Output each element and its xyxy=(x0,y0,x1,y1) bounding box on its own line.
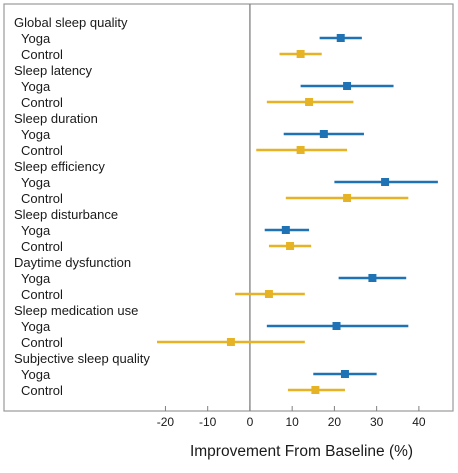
point-estimate-marker xyxy=(336,34,345,42)
point-estimate-marker xyxy=(226,338,235,346)
category-label: Subjective sleep quality xyxy=(14,351,150,366)
row-label: Control xyxy=(21,239,63,254)
row-label: Control xyxy=(21,143,63,158)
point-estimate-marker xyxy=(305,98,314,106)
point-estimate-marker xyxy=(264,290,273,298)
x-tick-label: 30 xyxy=(370,415,384,429)
category-label: Sleep efficiency xyxy=(14,159,105,174)
point-estimate-marker xyxy=(381,178,390,186)
row-label: Yoga xyxy=(21,79,51,94)
row-label: Yoga xyxy=(21,127,51,142)
row-label: Control xyxy=(21,47,63,62)
category-label: Global sleep quality xyxy=(14,15,128,30)
row-label: Control xyxy=(21,287,63,302)
point-estimate-marker xyxy=(368,274,377,282)
x-tick-label: 20 xyxy=(328,415,342,429)
point-estimate-marker xyxy=(319,130,328,138)
category-label: Daytime dysfunction xyxy=(14,255,131,270)
row-label: Yoga xyxy=(21,175,51,190)
x-tick-label: 0 xyxy=(247,415,254,429)
row-label: Yoga xyxy=(21,271,51,286)
point-estimate-marker xyxy=(296,50,305,58)
point-estimate-marker xyxy=(332,322,341,330)
category-label: Sleep disturbance xyxy=(14,207,118,222)
point-estimate-marker xyxy=(343,82,352,90)
row-label: Control xyxy=(21,191,63,206)
point-estimate-marker xyxy=(343,194,352,202)
x-tick-label: -20 xyxy=(157,415,175,429)
category-label: Sleep duration xyxy=(14,111,98,126)
x-axis: -20 -10 0 10 20 30 40 xyxy=(157,406,426,429)
row-label: Control xyxy=(21,95,63,110)
point-estimate-marker xyxy=(296,146,305,154)
row-label: Yoga xyxy=(21,367,51,382)
x-tick-label: 10 xyxy=(285,415,299,429)
plot-frame xyxy=(3,3,454,412)
point-estimate-marker xyxy=(311,386,320,394)
point-estimate-marker xyxy=(281,226,290,234)
x-axis-label: Improvement From Baseline (%) xyxy=(190,443,413,460)
point-estimate-marker xyxy=(286,242,295,250)
x-tick-label: -10 xyxy=(199,415,217,429)
row-label: Control xyxy=(21,335,63,350)
category-label: Sleep latency xyxy=(14,63,93,78)
row-label: Control xyxy=(21,383,63,398)
point-estimate-marker xyxy=(340,370,349,378)
row-label: Yoga xyxy=(21,319,51,334)
category-label: Sleep medication use xyxy=(14,303,138,318)
x-tick-label: 40 xyxy=(412,415,426,429)
row-label: Yoga xyxy=(21,223,51,238)
row-label: Yoga xyxy=(21,31,51,46)
